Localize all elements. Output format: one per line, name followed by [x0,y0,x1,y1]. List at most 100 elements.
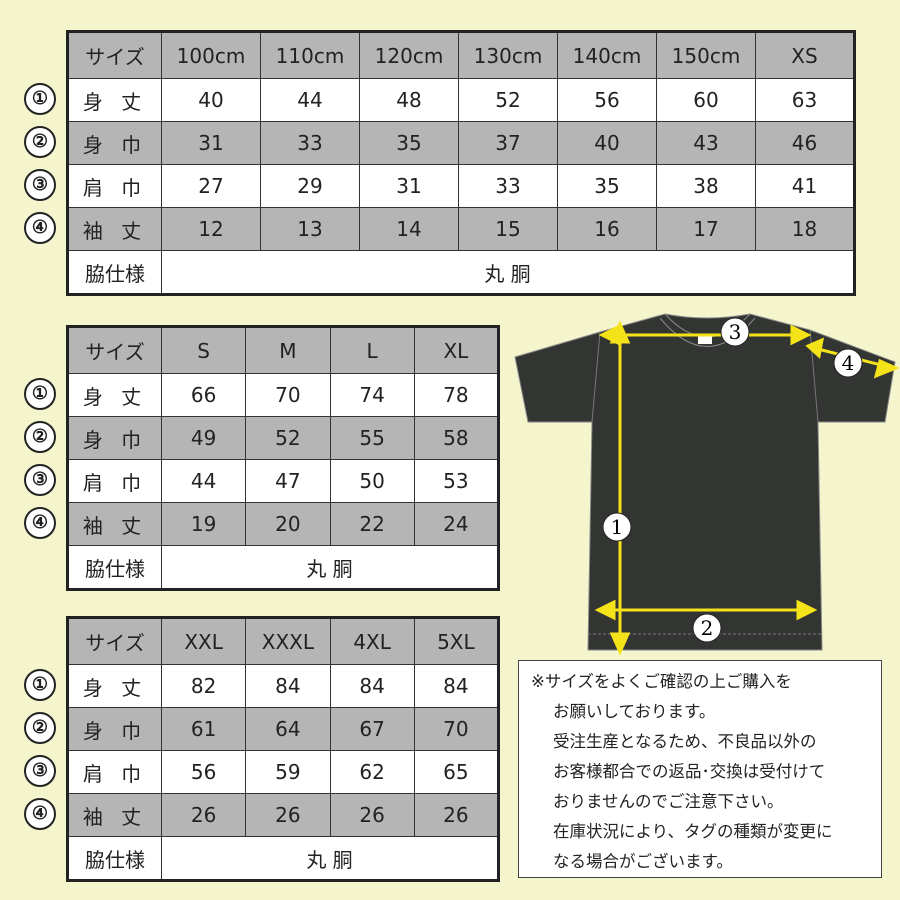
marker-3: 3 [729,320,742,344]
cell: 41 [755,164,855,208]
cell: 丸 胴 [161,250,855,295]
cell: 43 [656,121,756,165]
marker-1: 1 [611,515,624,539]
table-row-side: 脇仕様丸 胴 [67,250,855,295]
cell: 27 [161,164,261,208]
size-label: サイズ [67,326,162,374]
size-header: M [245,326,331,374]
size-header: 150cm [656,31,756,79]
table-row-width: 身 巾 61 64 67 70 [67,707,500,751]
cell: 56 [557,78,657,122]
row-marker: ④ [24,507,56,539]
cell: 26 [413,793,500,837]
row-label: 脇仕様 [67,836,162,881]
cell: 50 [329,459,415,503]
row-label: 肩 巾 [67,164,162,208]
size-header: XXXL [245,617,331,665]
note-line: お客様都合での返品･交換は受付けて [553,762,826,781]
header-row: サイズ S M L XL [67,326,500,374]
cell: 53 [413,459,500,503]
table-row-sleeve: 袖 丈 19 20 22 24 [67,502,500,546]
cell: 丸 胴 [161,545,499,590]
marker-2: 2 [701,616,714,640]
marker-4: 4 [842,351,855,375]
note-line: おりませんのでご注意下さい。 [553,792,784,811]
cell: 66 [160,373,247,417]
tshirt-diagram: 3 1 2 4 [514,313,900,656]
note-line: なる場合がございます。 [553,852,733,871]
table-row-width: 身 巾 31 33 35 37 40 43 46 [67,121,855,165]
cell: 47 [245,459,331,503]
row-label: 身 巾 [67,416,162,460]
cell: 26 [160,793,247,837]
cell: 40 [161,78,261,122]
cell: 22 [329,502,415,546]
cell: 44 [260,78,360,122]
cell: 49 [160,416,247,460]
cell: 52 [245,416,331,460]
table-row-width: 身 巾 49 52 55 58 [67,416,500,460]
size-header: 100cm [161,31,261,79]
size-label: サイズ [67,31,162,79]
row-label: 脇仕様 [67,250,162,295]
cell: 35 [359,121,459,165]
cell: 74 [329,373,415,417]
cell: 29 [260,164,360,208]
row-label: 身 巾 [67,707,162,751]
table-row-sleeve: 袖 丈 26 26 26 26 [67,793,500,837]
row-label: 袖 丈 [67,793,162,837]
size-header: S [160,326,247,374]
cell: 55 [329,416,415,460]
cell: 12 [161,207,261,251]
cell: 44 [160,459,247,503]
cell: 82 [160,664,247,708]
cell: 56 [160,750,247,794]
cell: 33 [260,121,360,165]
size-table-kids: サイズ 100cm 110cm 120cm 130cm 140cm 150cm XS 身 丈 40… [66,30,856,296]
cell: 24 [413,502,500,546]
row-label: 身 丈 [67,664,162,708]
size-header: 120cm [359,31,459,79]
table-row-side: 脇仕様丸 胴 [67,836,499,881]
row-label: 袖 丈 [67,207,162,251]
cell: 20 [245,502,331,546]
table-row-shoulder: 肩 巾 44 47 50 53 [67,459,500,503]
cell: 64 [245,707,331,751]
row-label: 身 丈 [67,78,162,122]
cell: 78 [413,373,500,417]
cell: 61 [160,707,247,751]
cell: 65 [413,750,500,794]
cell: 15 [458,207,558,251]
cell: 31 [161,121,261,165]
row-label: 袖 丈 [67,502,162,546]
cell: 52 [458,78,558,122]
cell: 58 [413,416,500,460]
measure-arrows [594,320,900,656]
note-line: 在庫状況により、タグの種類が変更に [553,822,833,841]
cell: 60 [656,78,756,122]
row-marker: ② [24,421,56,453]
size-table-large: サイズ XXL XXXL 4XL 5XL 身 丈 82 84 84 84 身 巾 61 64 67 70 肩 … [66,616,500,882]
cell: 35 [557,164,657,208]
size-header: 140cm [557,31,657,79]
row-marker: ④ [24,212,56,244]
table-row-length: 身 丈 82 84 84 84 [67,664,500,708]
size-header: XS [755,31,855,79]
size-header: XXL [160,617,247,665]
note-line: ※サイズをよくご確認の上ご購入を [531,672,792,691]
cell: 37 [458,121,558,165]
table-row-side: 脇仕様丸 胴 [67,545,499,590]
row-marker: ③ [24,755,56,787]
cell: 40 [557,121,657,165]
size-label: サイズ [67,617,162,665]
cell: 13 [260,207,360,251]
cell: 67 [329,707,415,751]
row-marker: ① [24,83,56,115]
row-label: 脇仕様 [67,545,162,590]
note-line: お願いしております。 [553,702,716,721]
cell: 84 [329,664,415,708]
cell: 62 [329,750,415,794]
table-row-shoulder: 肩 巾 27 29 31 33 35 38 41 [67,164,855,208]
row-marker: ④ [24,798,56,830]
size-header: 130cm [458,31,558,79]
